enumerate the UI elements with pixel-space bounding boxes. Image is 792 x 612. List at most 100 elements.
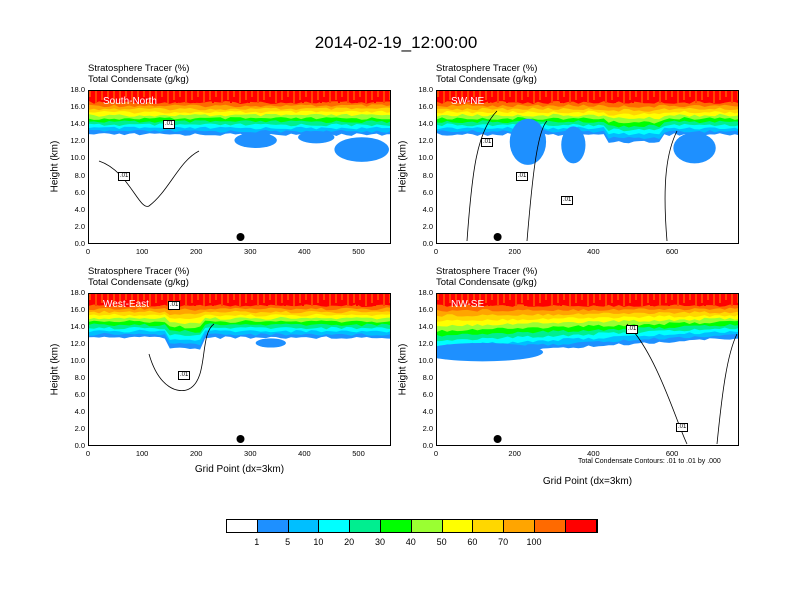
tracer-speckle (257, 91, 259, 103)
tracer-speckle (581, 91, 583, 97)
tracer-speckle (542, 294, 544, 306)
tracer-speckle (608, 294, 610, 300)
cross-section-panel: NW-SE (436, 293, 739, 446)
tracer-speckle (437, 91, 439, 97)
tracer-speckle (221, 294, 223, 306)
y-tick-label: 12.0 (418, 136, 433, 146)
tracer-speckle (476, 91, 478, 100)
colorbar-label: 5 (285, 537, 291, 547)
tracer-speckle (569, 294, 571, 306)
tracer-speckle (491, 91, 493, 97)
tracer-speckle (449, 91, 451, 100)
tracer-speckle (605, 91, 607, 103)
y-axis-label: Height (km) (49, 343, 61, 395)
y-tick-label: 6.0 (74, 390, 85, 399)
x-tick-label: 400 (298, 247, 311, 256)
condensate-blob (561, 126, 586, 164)
tracer-speckle (635, 91, 637, 97)
tracer-speckle (359, 91, 361, 97)
y-tick-label: 18.0 (70, 288, 85, 297)
tracer-speckle (260, 91, 262, 97)
tracer-speckle (497, 294, 499, 306)
tracer-speckle (680, 91, 682, 97)
contour-note: Total Condensate Contours: .01 to .01 by… (578, 458, 721, 465)
tracer-speckle (728, 294, 730, 303)
tracer-speckle (620, 294, 622, 303)
tracer-speckle (524, 91, 526, 103)
tracer-speckle (371, 91, 373, 100)
tracer-speckle (185, 294, 187, 306)
tracer-speckle (206, 91, 208, 97)
tracer-speckle (734, 91, 736, 97)
tracer-speckle (443, 294, 445, 306)
tracer-speckle (383, 91, 385, 103)
tracer-speckle (227, 294, 229, 303)
panel-header-condensate: Total Condensate (g/kg) (436, 277, 537, 288)
x-tick-label: 100 (135, 247, 149, 256)
y-tick-label: 4.0 (74, 204, 85, 214)
x-tick-label: 300 (244, 449, 257, 458)
cross-section-panel: SW-NE (436, 90, 739, 244)
tracer-speckle (629, 294, 631, 303)
x-tick-label: 600 (665, 247, 679, 256)
tracer-speckle (362, 294, 364, 303)
tracer-speckle (212, 294, 214, 306)
tracer-speckle (707, 294, 709, 300)
tracer-speckle (482, 294, 484, 300)
tracer-speckle (257, 294, 259, 306)
y-tick-label: 14.0 (418, 119, 433, 129)
tracer-speckle (641, 294, 643, 306)
tracer-speckle (671, 91, 673, 97)
tracer-speckle (299, 294, 301, 303)
tracer-speckle (152, 91, 154, 97)
tracer-speckle (587, 294, 589, 306)
tracer-speckle (359, 294, 361, 300)
tracer-speckle (641, 91, 643, 103)
colorbar-swatch (411, 520, 443, 532)
panel-plot (437, 91, 738, 242)
panel-header-tracer: Stratosphere Tracer (%) (88, 63, 190, 74)
tracer-speckle (716, 91, 718, 97)
y-tick-label: 2.0 (74, 221, 85, 231)
tracer-speckle (491, 294, 493, 300)
y-tick-label: 12.0 (70, 339, 85, 348)
tracer-speckle (269, 294, 271, 300)
tracer-speckle (503, 91, 505, 100)
y-tick-label: 0.0 (74, 441, 85, 450)
tracer-speckle (344, 294, 346, 303)
tracer-speckle (338, 294, 340, 306)
y-tick-label: 16.0 (418, 305, 433, 314)
tracer-speckle (203, 294, 205, 306)
y-tick-label: 14.0 (70, 322, 85, 331)
tracer-speckle (626, 91, 628, 97)
colorbar-swatch (350, 520, 381, 532)
panel-plot (89, 294, 390, 443)
contour-label: .01 (481, 138, 494, 147)
tracer-speckle (446, 91, 448, 97)
x-tick-label: 200 (508, 247, 521, 256)
tracer-speckle (497, 91, 499, 103)
y-axis-label: Height (km) (49, 140, 61, 193)
tracer-speckle (470, 91, 472, 103)
tracer-speckle (356, 294, 358, 306)
tracer-speckle (284, 91, 286, 103)
tracer-speckle (545, 294, 547, 300)
y-tick-label: 4.0 (422, 407, 433, 416)
tracer-speckle (101, 294, 103, 303)
tracer-speckle (518, 294, 520, 300)
x-axis-label: Grid Point (dx=3km) (542, 476, 633, 487)
tracer-speckle (629, 91, 631, 100)
tracer-speckle (554, 91, 556, 97)
tracer-speckle (734, 294, 736, 300)
condensate-blob (334, 137, 389, 162)
tracer-speckle (680, 294, 682, 300)
tracer-speckle (158, 91, 160, 103)
tracer-speckle (461, 91, 463, 103)
tracer-speckle (353, 294, 355, 303)
tracer-speckle (335, 91, 337, 100)
colorbar-swatch (257, 520, 289, 532)
tracer-speckle (365, 91, 367, 103)
colorbar-swatch (565, 520, 597, 532)
tracer-speckle (587, 91, 589, 103)
colorbar-swatch (504, 520, 535, 532)
